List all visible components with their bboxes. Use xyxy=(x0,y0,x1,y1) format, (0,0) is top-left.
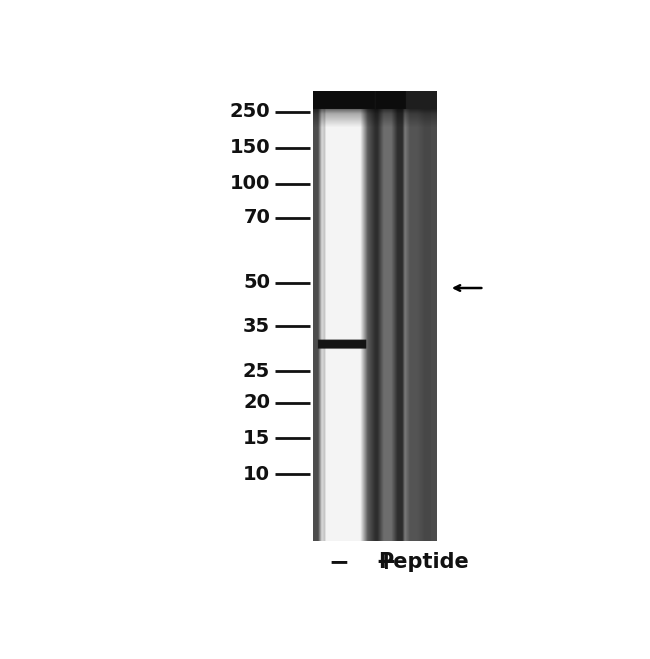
Text: 35: 35 xyxy=(243,317,270,335)
Text: Peptide: Peptide xyxy=(378,552,469,572)
Text: 70: 70 xyxy=(243,208,270,227)
Text: −: − xyxy=(329,550,350,574)
Text: +: + xyxy=(376,550,396,574)
Text: 250: 250 xyxy=(229,102,270,121)
Text: 15: 15 xyxy=(243,429,270,448)
Text: 25: 25 xyxy=(243,362,270,381)
Text: 150: 150 xyxy=(229,138,270,158)
Text: 100: 100 xyxy=(230,175,270,193)
Text: 10: 10 xyxy=(243,465,270,484)
Text: 20: 20 xyxy=(243,393,270,412)
Text: 50: 50 xyxy=(243,273,270,292)
